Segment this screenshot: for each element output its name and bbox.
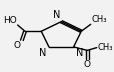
Text: O: O bbox=[14, 41, 21, 50]
Text: N: N bbox=[52, 10, 60, 20]
Text: CH₃: CH₃ bbox=[90, 15, 106, 24]
Text: HO: HO bbox=[3, 16, 16, 25]
Text: N: N bbox=[75, 48, 82, 58]
Text: N: N bbox=[39, 48, 46, 58]
Text: CH₃: CH₃ bbox=[96, 43, 112, 52]
Text: O: O bbox=[83, 60, 90, 69]
